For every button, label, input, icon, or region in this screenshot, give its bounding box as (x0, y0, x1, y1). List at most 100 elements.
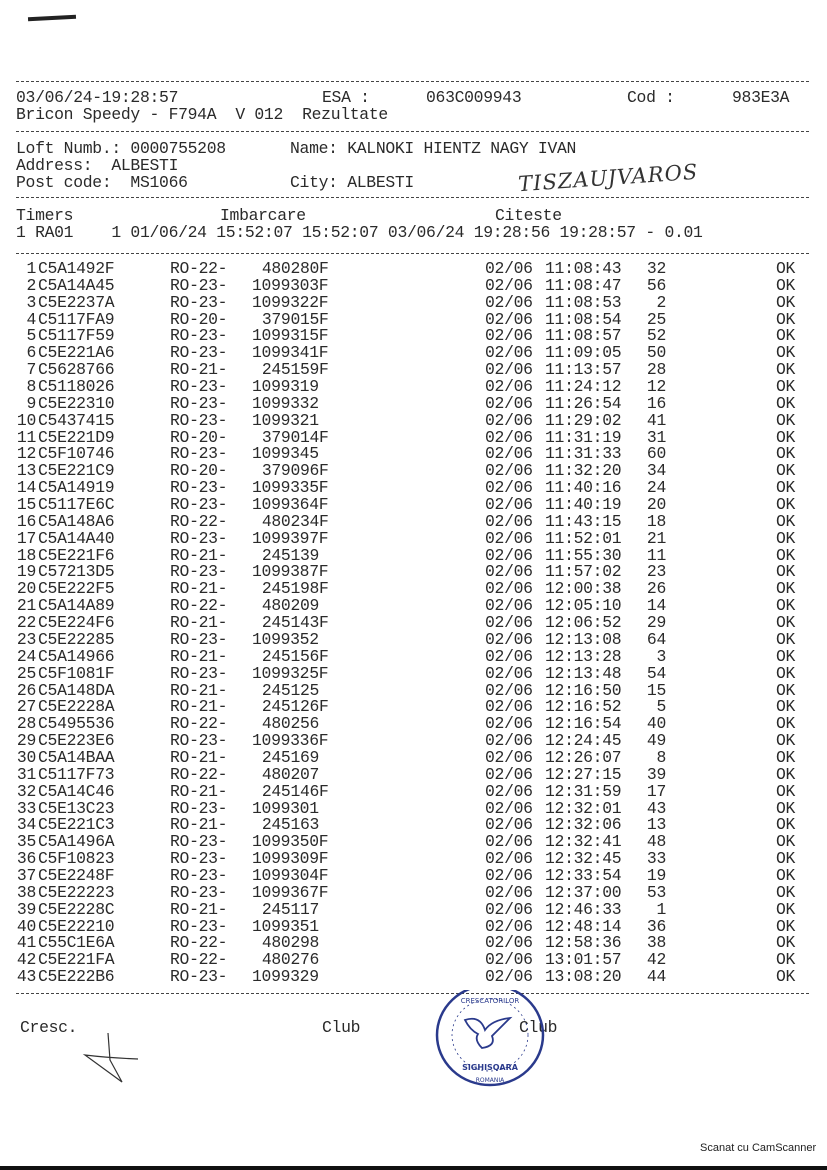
separator (16, 197, 809, 198)
ring-number: 1099303F (252, 275, 329, 295)
ring-number: 480298 (261, 933, 320, 953)
ring-prefix: RO-22- (170, 511, 228, 531)
ring-prefix: RO-23- (170, 528, 228, 548)
row-number: 2 (26, 275, 36, 295)
rank: 39 (646, 764, 666, 784)
status: OK (776, 326, 796, 346)
table-row: 32 C5A14C46 RO-21- 245146F 02/06 12:31:59 17 OK (0, 783, 827, 800)
rank: 49 (646, 731, 666, 751)
arrival-date: 02/06 (485, 343, 533, 363)
row-number: 15 (16, 495, 36, 515)
ring-prefix: RO-23- (170, 478, 228, 498)
arrival-time: 12:32:41 (545, 832, 622, 852)
ring-number: 1099345 (252, 444, 319, 464)
arrival-time: 11:29:02 (545, 410, 622, 430)
row-number: 20 (16, 579, 36, 599)
status: OK (776, 815, 796, 835)
table-row: 36 C5F10823 RO-23- 1099309F 02/06 12:32:45 33 O… (0, 850, 827, 867)
timers-label: Timers (16, 206, 74, 225)
arrival-date: 02/06 (485, 967, 533, 987)
cresc-label: Cresc. (20, 1018, 78, 1037)
table-row: 2 C5A14A45 RO-23- 1099303F 02/06 11:08:47 56 OK (0, 277, 827, 294)
chip-id: C5A14C46 (38, 781, 115, 801)
timer-line: 1 RA01 1 01/06/24 15:52:07 15:52:07 03/0… (16, 223, 703, 242)
fancier-name: Name: KALNOKI HIENTZ NAGY IVAN (290, 139, 577, 158)
ring-prefix: RO-21- (170, 360, 228, 380)
status: OK (776, 259, 796, 278)
table-row: 7 C5628766 RO-21- 245159F 02/06 11:13:57 28 OK (0, 361, 827, 378)
arrival-time: 12:16:52 (545, 697, 622, 717)
loft-number: Loft Numb.: 0000755208 (16, 139, 226, 158)
table-row: 11 C5E221D9 RO-20- 379014F 02/06 11:31:19 31 OK (0, 429, 827, 446)
row-number: 41 (16, 933, 36, 953)
ring-number: 480207 (261, 764, 320, 784)
arrival-date: 02/06 (485, 562, 533, 582)
arrival-date: 02/06 (485, 613, 533, 633)
chip-id: C5F10746 (38, 444, 115, 464)
ring-prefix: RO-23- (170, 444, 228, 464)
row-number: 26 (16, 680, 36, 700)
post-code: Post code: MS1066 (16, 173, 188, 192)
arrival-time: 11:24:12 (545, 377, 622, 397)
status: OK (776, 680, 796, 700)
ring-number: 1099329 (252, 967, 319, 987)
scan-edge (0, 1166, 827, 1170)
status: OK (776, 427, 796, 447)
rank: 18 (646, 511, 666, 531)
arrival-date: 02/06 (485, 950, 533, 970)
ring-prefix: RO-22- (170, 764, 228, 784)
row-number: 25 (16, 663, 36, 683)
rank: 60 (646, 444, 666, 464)
arrival-time: 11:57:02 (545, 562, 622, 582)
arrival-time: 12:58:36 (545, 933, 622, 953)
ring-prefix: RO-23- (170, 916, 228, 936)
chip-id: C57213D5 (38, 562, 115, 582)
status: OK (776, 747, 796, 767)
arrival-time: 11:08:57 (545, 326, 622, 346)
row-number: 3 (26, 292, 36, 312)
ring-prefix: RO-21- (170, 815, 228, 835)
status: OK (776, 781, 796, 801)
arrival-time: 12:32:01 (545, 798, 622, 818)
table-row: 23 C5E22285 RO-23- 1099352 02/06 12:13:08 64 OK (0, 631, 827, 648)
table-row: 43 C5E222B6 RO-23- 1099329 02/06 13:08:20 44 OK (0, 968, 827, 985)
status: OK (776, 865, 796, 885)
status: OK (776, 309, 796, 329)
ring-prefix: RO-21- (170, 781, 228, 801)
row-number: 35 (16, 832, 36, 852)
chip-id: C5A14BAA (38, 747, 115, 767)
rank: 28 (646, 360, 666, 380)
ring-number: 245125 (261, 680, 320, 700)
ring-number: 379096F (261, 461, 329, 481)
ring-prefix: RO-20- (170, 427, 228, 447)
ring-number: 1099341F (252, 343, 329, 363)
table-row: 6 C5E221A6 RO-23- 1099341F 02/06 11:09:05 50 OK (0, 344, 827, 361)
status: OK (776, 495, 796, 515)
ring-number: 1099325F (252, 663, 329, 683)
chip-id: C5E221C3 (38, 815, 115, 835)
arrival-time: 12:16:50 (545, 680, 622, 700)
ring-prefix: RO-23- (170, 410, 228, 430)
ring-number: 1099321 (252, 410, 319, 430)
table-row: 9 C5E22310 RO-23- 1099332 02/06 11:26:54 16 OK (0, 395, 827, 412)
camscanner-watermark: Scanat cu CamScanner (700, 1142, 817, 1154)
ring-number: 1099309F (252, 849, 329, 869)
ring-prefix: RO-23- (170, 832, 228, 852)
row-number: 34 (16, 815, 36, 835)
arrival-date: 02/06 (485, 360, 533, 380)
rank: 44 (646, 967, 666, 987)
status: OK (776, 528, 796, 548)
ring-number: 1099304F (252, 865, 329, 885)
rank: 23 (646, 562, 666, 582)
row-number: 10 (16, 410, 36, 430)
status: OK (776, 511, 796, 531)
arrival-date: 02/06 (485, 393, 533, 413)
arrival-time: 13:01:57 (545, 950, 622, 970)
rank: 1 (656, 899, 666, 919)
row-number: 18 (16, 545, 36, 565)
rank: 31 (646, 427, 666, 447)
ring-number: 480280F (261, 259, 329, 278)
arrival-time: 11:08:43 (545, 259, 622, 278)
arrival-time: 12:13:28 (545, 646, 622, 666)
rank: 3 (656, 646, 666, 666)
